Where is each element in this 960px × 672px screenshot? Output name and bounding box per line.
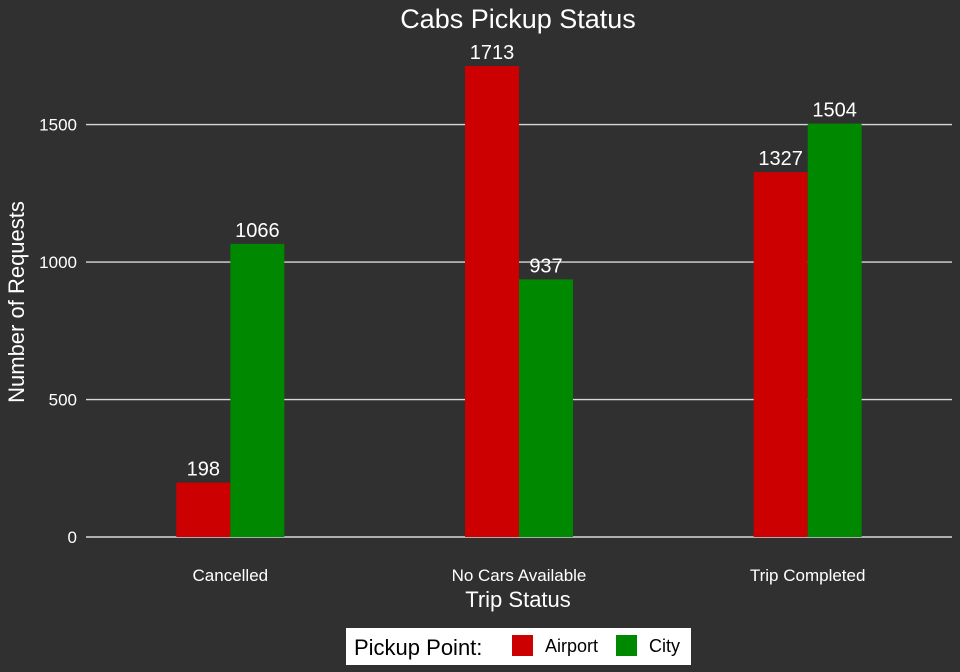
y-tick-label: 1500: [39, 116, 77, 135]
x-tick-label: No Cars Available: [452, 566, 587, 585]
data-label: 937: [529, 255, 562, 277]
bar-airport-1: [465, 66, 519, 537]
data-label: 1066: [235, 220, 280, 242]
y-axis-ticks: 0 500 1000 1500: [39, 116, 77, 547]
data-labels: 198 1066 1713 937 1327 1504: [187, 42, 857, 481]
legend-items: Airport City: [512, 635, 680, 656]
bar-airport-0: [176, 482, 231, 537]
y-tick-label: 0: [68, 528, 77, 547]
bar-airport-2: [753, 172, 808, 537]
data-label: 198: [187, 459, 220, 481]
legend-swatch-city: [616, 635, 637, 656]
x-tick-label: Cancelled: [193, 566, 269, 585]
chart-title: Cabs Pickup Status: [400, 4, 636, 34]
bar-city-0: [230, 243, 285, 537]
x-tick-label: Trip Completed: [750, 566, 866, 585]
legend-swatch-airport: [512, 635, 533, 656]
legend-title: Pickup Point:: [354, 635, 482, 660]
bar-city-1: [519, 279, 573, 537]
x-axis-title: Trip Status: [465, 587, 571, 612]
legend-label-airport: Airport: [545, 636, 598, 656]
y-tick-label: 500: [49, 391, 77, 410]
data-label: 1504: [812, 99, 857, 121]
x-axis-ticks: Cancelled No Cars Available Trip Completed: [193, 566, 866, 585]
legend-label-city: City: [649, 636, 680, 656]
data-label: 1327: [758, 148, 803, 170]
data-label: 1713: [470, 42, 515, 64]
bars: [176, 66, 862, 537]
y-tick-label: 1000: [39, 253, 77, 272]
bar-city-2: [807, 123, 862, 537]
y-axis-title: Number of Requests: [4, 201, 29, 403]
legend: Pickup Point: Airport City: [346, 628, 691, 665]
